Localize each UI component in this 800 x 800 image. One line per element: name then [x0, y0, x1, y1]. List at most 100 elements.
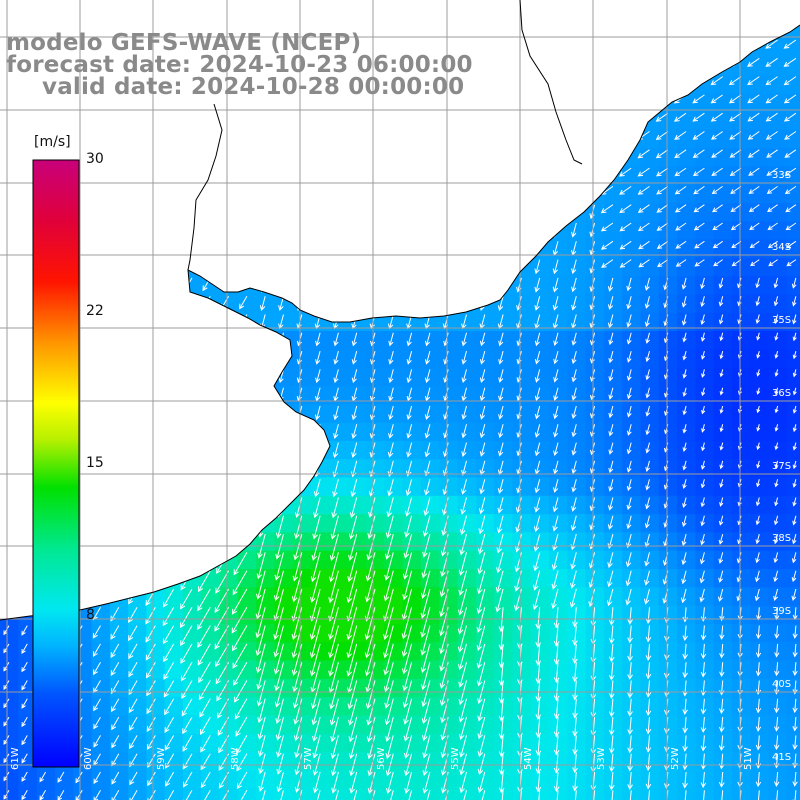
wind-arrow: [645, 533, 650, 547]
wind-arrow: [768, 259, 778, 267]
wind-arrow-head: [748, 171, 754, 176]
field-cell: [622, 532, 642, 552]
field-cell: [237, 569, 257, 588]
field-cell: [164, 770, 184, 790]
wind-arrow: [403, 570, 413, 600]
wind-arrow: [329, 570, 339, 603]
wind-arrow: [574, 662, 577, 682]
wind-arrow: [128, 607, 138, 623]
wind-arrow-head: [608, 339, 614, 346]
field-cell: [311, 550, 330, 570]
wind-arrow-head: [497, 305, 504, 312]
wind-arrow-head: [755, 539, 760, 545]
wind-arrow-head: [747, 152, 754, 158]
field-cell: [329, 587, 349, 607]
field-cell: [658, 495, 678, 515]
field-cell: [311, 660, 330, 680]
wind-arrow-head: [477, 588, 483, 595]
field-cell: [329, 331, 349, 350]
wind-arrow: [682, 314, 687, 325]
field-cell: [494, 642, 513, 662]
wind-arrow-head: [755, 558, 760, 564]
field-cell: [439, 623, 459, 643]
field-cell: [402, 440, 422, 460]
field-cell: [677, 532, 696, 552]
field-cell: [768, 587, 788, 607]
wind-arrow-head: [479, 488, 485, 495]
wind-arrow-head: [515, 526, 521, 533]
wind-arrow-head: [792, 409, 797, 414]
wind-arrow: [384, 607, 394, 640]
wind-arrow-head: [309, 633, 316, 640]
wind-arrow-head: [681, 578, 687, 585]
field-cell: [677, 587, 696, 607]
wind-arrow-head: [729, 171, 736, 176]
wind-arrow-head: [712, 207, 718, 213]
field-cell: [732, 697, 751, 716]
field-cell: [329, 660, 349, 680]
field-cell: [713, 422, 733, 442]
wind-arrow-head: [535, 660, 542, 666]
field-cell: [677, 678, 696, 698]
wind-arrow: [334, 387, 339, 401]
field-cell: [274, 642, 294, 662]
field-cell: [292, 349, 312, 369]
wind-arrow-head: [347, 576, 353, 583]
wind-arrow: [701, 497, 705, 507]
field-cell: [347, 733, 367, 753]
field-cell: [658, 715, 678, 735]
wind-arrow: [498, 296, 504, 311]
wind-arrow-head: [458, 664, 464, 671]
wind-arrow-head: [477, 568, 483, 575]
wind-arrow-head: [608, 486, 614, 492]
wind-arrow-head: [765, 61, 771, 67]
field-cell: [658, 203, 678, 222]
wind-arrow-head: [638, 262, 644, 268]
wind-arrow-head: [421, 572, 428, 579]
wind-arrow-head: [570, 563, 576, 570]
wind-arrow: [756, 497, 760, 506]
wind-arrow-head: [700, 465, 706, 470]
wind-arrow: [682, 533, 687, 546]
wind-arrow-head: [700, 502, 706, 508]
field-cell: [512, 349, 532, 369]
field-cell: [494, 477, 513, 497]
wind-arrow: [535, 296, 541, 311]
wind-arrow: [462, 479, 467, 494]
wind-arrow: [627, 405, 632, 417]
field-cell: [183, 642, 202, 662]
wind-arrow: [793, 497, 797, 506]
wind-arrow: [646, 442, 650, 453]
field-cell: [494, 331, 513, 350]
field-cell: [329, 788, 349, 800]
wind-arrow: [93, 661, 101, 675]
wind-arrow-head: [403, 552, 410, 559]
wind-arrow-head: [330, 533, 337, 540]
wind-arrow-head: [645, 466, 650, 473]
wind-arrow-head: [497, 488, 504, 494]
wind-arrow-head: [607, 322, 614, 329]
wind-arrow-head: [637, 153, 644, 159]
field-cell: [695, 239, 715, 259]
wind-arrow-head: [792, 301, 797, 307]
wind-arrow: [645, 570, 650, 585]
field-cell: [402, 349, 422, 369]
wind-arrow: [274, 607, 284, 640]
field-cell: [347, 349, 367, 369]
field-cell: [0, 752, 19, 771]
field-cell: [164, 752, 184, 771]
wind-arrow: [460, 533, 467, 555]
field-cell: [494, 697, 513, 716]
wind-arrow-head: [792, 319, 797, 325]
wind-arrow: [646, 497, 650, 509]
wind-arrow: [277, 515, 284, 538]
wind-arrow-head: [674, 207, 681, 213]
wind-arrow-head: [351, 359, 357, 365]
field-cell: [603, 660, 623, 680]
field-cell: [164, 587, 184, 607]
wind-arrow: [311, 588, 321, 621]
wind-arrow: [645, 552, 650, 566]
field-cell: [567, 587, 587, 607]
wind-arrow-head: [406, 359, 412, 365]
wind-arrow-head: [364, 652, 371, 659]
